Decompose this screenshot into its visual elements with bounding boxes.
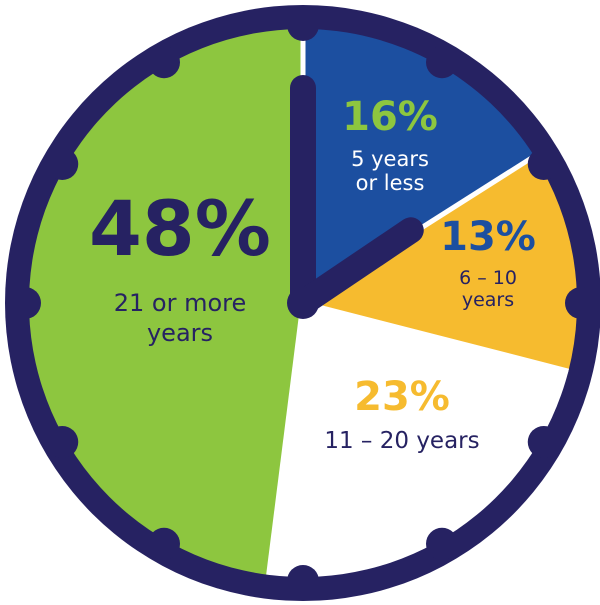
- hour-dot: [527, 426, 560, 458]
- slice-separator: [302, 300, 570, 374]
- slice-percent-label: 13%: [440, 214, 536, 260]
- hour-dot: [527, 148, 560, 180]
- slice-category-label: 21 or more: [114, 289, 247, 317]
- slice-category-label: or less: [356, 171, 425, 195]
- slice-category-label: 5 years: [351, 147, 429, 171]
- hour-dot: [287, 9, 319, 41]
- hour-dot: [148, 527, 180, 560]
- pie-slice-1: [303, 29, 535, 303]
- slice-percent-label: 48%: [89, 184, 271, 273]
- pie-slice-4: [28, 29, 304, 575]
- slice-separator: [266, 302, 306, 576]
- slice-category-label: years: [147, 319, 213, 347]
- hour-dot: [148, 46, 180, 79]
- slice-category-label: years: [462, 289, 514, 311]
- hour-dot: [46, 426, 79, 458]
- hour-dot: [287, 565, 319, 597]
- pie-slice-2: [303, 156, 577, 372]
- pie-slice-3: [268, 303, 569, 577]
- slice-percent-label: 23%: [354, 374, 450, 420]
- hour-hand: [290, 217, 424, 316]
- hour-dot: [565, 287, 597, 319]
- slice-percent-label: 16%: [342, 94, 438, 140]
- slice-category-label: 11 – 20 years: [324, 428, 479, 454]
- slice-category-label: 6 – 10: [459, 267, 517, 289]
- hour-dot: [9, 287, 41, 319]
- hour-dot: [426, 527, 458, 560]
- hour-dot: [46, 148, 79, 180]
- hour-dot: [426, 46, 458, 79]
- hand-hub: [287, 287, 319, 319]
